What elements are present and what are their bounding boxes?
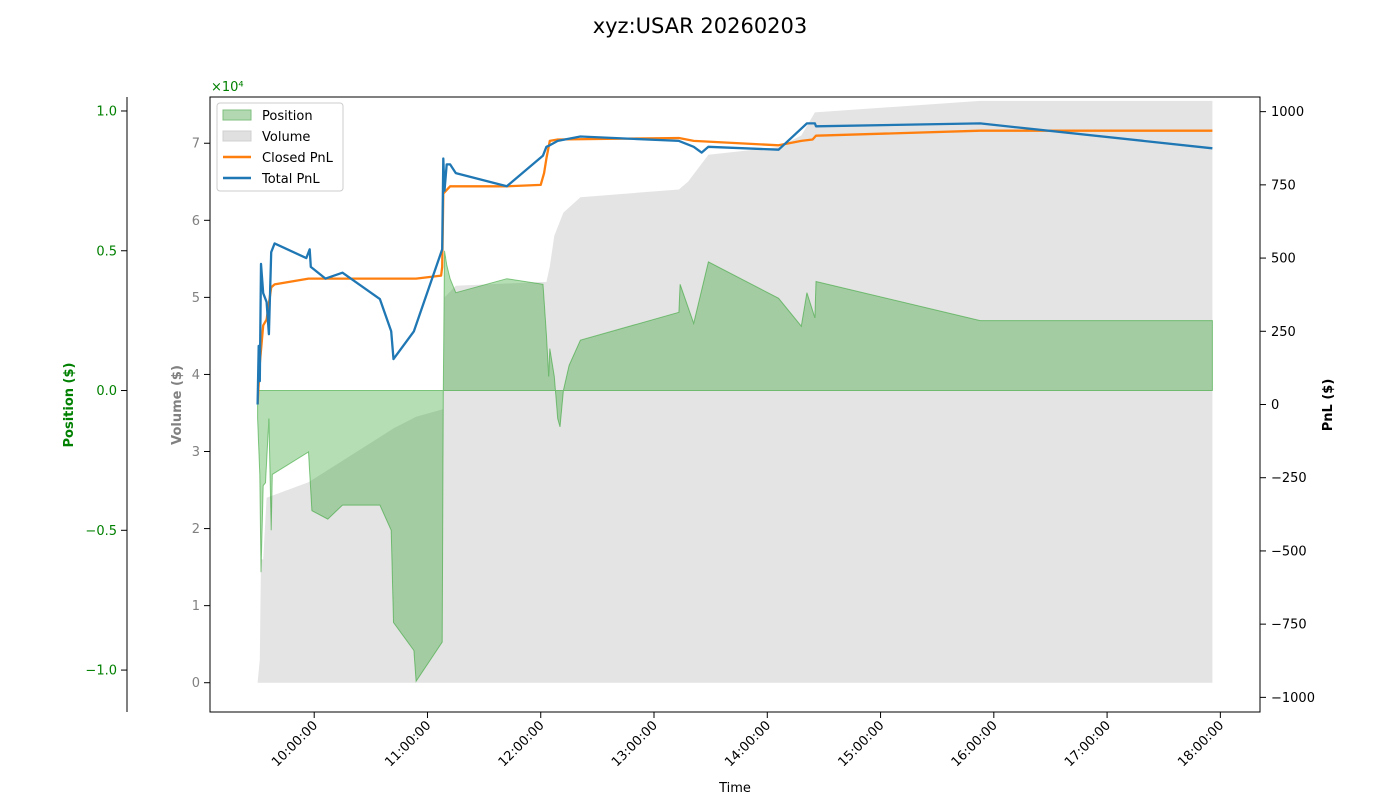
position-tick-label: −0.5 [85,524,117,539]
legend-label-position: Position [262,109,313,124]
pnl-tick-label: −500 [1271,544,1307,559]
legend-label-volume: Volume [262,130,310,145]
position-axis-ticks: −1.0 −0.5 0.0 0.5 1.0 [85,104,127,679]
x-tick-label: 18:00:00 [1175,718,1227,770]
volume-tick-label: 4 [192,368,200,383]
position-tick-label: 1.0 [96,104,117,119]
x-tick-label: 15:00:00 [835,718,887,770]
pnl-axis-label: PnL ($) [1321,379,1336,432]
pnl-tick-label: −750 [1271,618,1307,633]
legend-swatch-volume [222,130,252,142]
pnl-tick-label: 250 [1271,325,1296,340]
chart-title: xyz:USAR 20260203 [593,14,808,38]
legend-box [216,102,344,192]
x-axis-label: Time [718,781,751,796]
volume-tick-label: 7 [192,137,200,152]
legend: Position Volume Closed PnL Total PnL [216,102,344,192]
volume-tick-label: 2 [192,522,200,537]
legend-swatch-position [222,109,252,121]
pnl-tick-label: −250 [1271,471,1307,486]
x-tick-label: 11:00:00 [382,718,434,770]
position-tick-label: −1.0 [85,664,117,679]
volume-tick-label: 6 [192,214,200,229]
volume-tick-label: 0 [192,676,200,691]
pnl-tick-label: 1000 [1271,105,1304,120]
volume-tick-label: 3 [192,445,200,460]
position-axis-label: Position ($) [62,363,77,448]
volume-axis-ticks: 0 1 2 3 4 5 6 7 [192,137,210,691]
series-total-pnl-line [256,122,1213,405]
position-axis-multiplier: ×10⁴ [211,80,244,95]
volume-axis-label: Volume ($) [170,365,185,445]
pnl-tick-label: −1000 [1271,691,1315,706]
pnl-tick-label: 750 [1271,178,1296,193]
x-tick-label: 10:00:00 [269,718,321,770]
position-tick-label: 0.0 [96,384,117,399]
volume-tick-label: 5 [192,291,200,306]
x-tick-label: 14:00:00 [722,718,774,770]
x-tick-label: 17:00:00 [1062,718,1114,770]
position-tick-label: 0.5 [96,244,117,259]
pnl-tick-label: 0 [1271,398,1279,413]
plot-area [256,100,1213,683]
legend-label-total-pnl: Total PnL [261,172,320,187]
x-axis-ticks: 10:00:00 11:00:00 12:00:00 13:00:00 14:00:00… [269,712,1227,770]
series-volume-area [257,100,1213,683]
volume-tick-label: 1 [192,599,200,614]
legend-label-closed-pnl: Closed PnL [262,151,334,166]
x-tick-label: 12:00:00 [496,718,548,770]
x-tick-label: 16:00:00 [949,718,1001,770]
x-tick-label: 13:00:00 [609,718,661,770]
pnl-axis-ticks: −1000 −750 −500 −250 0 250 500 750 1000 [1260,105,1315,706]
series-position-area [257,250,1213,683]
pnl-tick-label: 500 [1271,252,1296,267]
